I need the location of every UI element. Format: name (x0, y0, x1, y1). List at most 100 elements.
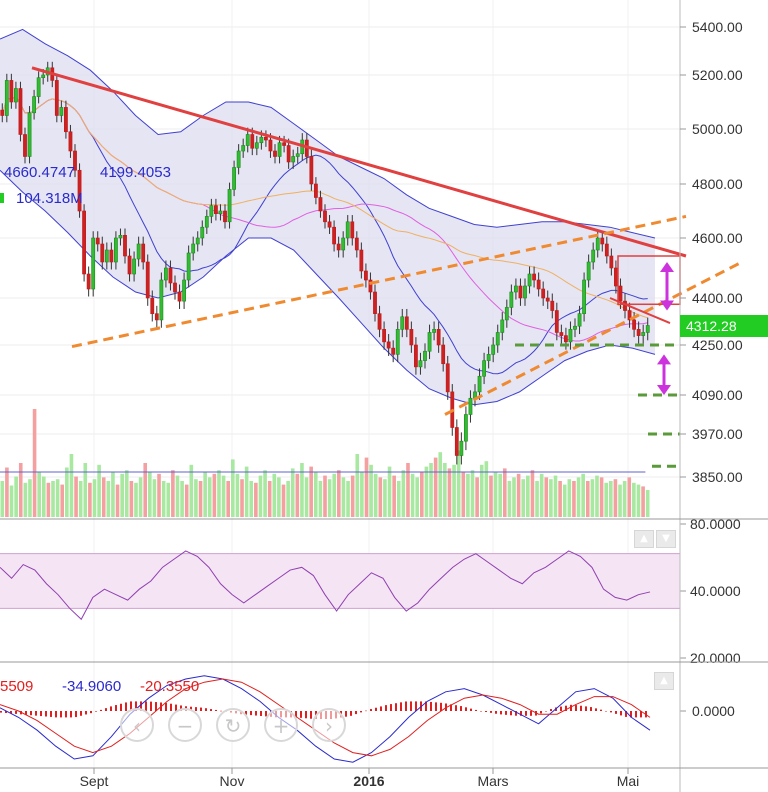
macd-histogram-bar (265, 711, 267, 717)
volume-bar (272, 473, 277, 517)
candle-body (268, 139, 273, 152)
scroll-right-button[interactable]: › (312, 708, 346, 742)
candle-body (409, 329, 414, 346)
macd-histogram-bar (380, 706, 382, 711)
zoom-in-button[interactable]: + (264, 708, 298, 742)
volume-bar (447, 468, 452, 517)
reset-button[interactable]: ↻ (216, 708, 250, 742)
rsi-line (0, 550, 651, 621)
candlesticks (0, 61, 650, 465)
candle-body (136, 243, 141, 260)
pane-move-up-button-macd[interactable]: ▲ (654, 672, 674, 690)
volume-bar (46, 482, 51, 517)
candle-body (573, 325, 577, 330)
volume-bar (254, 482, 258, 517)
macd-histogram-bar (100, 709, 102, 711)
macd-histogram-bar (600, 709, 602, 711)
macd-histogram-bar (525, 711, 527, 716)
volume-bar (32, 409, 37, 517)
macd-histogram-bar (360, 711, 362, 713)
volume-bar (595, 475, 599, 517)
candle-body (82, 210, 86, 275)
rsi-pane: 80.0000 40.0000 20.0000 (0, 516, 741, 666)
volume-bar (111, 472, 115, 517)
volume-bar (443, 463, 447, 517)
volume-bar (512, 477, 516, 517)
volume-bar (106, 481, 111, 517)
volume-bar (420, 472, 424, 517)
volume-bar (5, 467, 9, 517)
refresh-icon: ↻ (224, 714, 242, 738)
macd-histogram-bar (570, 704, 572, 711)
resistance-trendline (31, 66, 687, 258)
candle-body (254, 142, 259, 149)
macd-histogram-bar (60, 711, 62, 718)
candle-body (0, 109, 5, 116)
macd-histogram-bar (465, 707, 467, 711)
candle-body (400, 316, 405, 330)
volume-bar (466, 473, 470, 517)
price-tick-label: 5000.00 (692, 121, 743, 137)
candle-body (264, 136, 268, 141)
macd-histogram-bar (350, 711, 352, 716)
candle-body (332, 226, 336, 245)
candle-body (109, 249, 114, 263)
candle-body (291, 156, 296, 163)
volume-bar (180, 481, 184, 517)
pane-move-up-button[interactable]: ▲ (634, 530, 654, 548)
candle-body (23, 134, 27, 157)
chevron-right-icon: › (325, 714, 333, 738)
candle-body (318, 197, 323, 212)
volume-bar (475, 477, 479, 517)
macd-histogram-bar (50, 711, 52, 717)
candle-body (364, 270, 368, 281)
candle-body (582, 279, 586, 314)
volume-bar (286, 481, 290, 517)
volume-bar (396, 481, 401, 517)
candle-body (86, 273, 91, 290)
support-trendline (71, 214, 687, 349)
candle-body (545, 297, 550, 302)
scroll-left-button[interactable]: ‹ (120, 708, 154, 742)
volume-bar (502, 468, 507, 517)
price-tick-label: 5200.00 (692, 67, 743, 83)
macd-histogram-bar (450, 704, 452, 711)
macd-histogram-bar (75, 711, 77, 718)
candle-body (245, 134, 250, 146)
pane-move-down-button[interactable]: ▼ (656, 530, 676, 548)
volume-bar (632, 482, 636, 517)
macd-histogram-bar (145, 701, 147, 711)
candle-body (232, 167, 236, 190)
volume-bar (88, 482, 92, 517)
volume-bar (387, 466, 392, 517)
trendlines (31, 66, 743, 468)
volume-bar (309, 466, 313, 517)
zoom-out-button[interactable]: − (168, 708, 202, 742)
volume-bar (207, 477, 212, 517)
candle-body (191, 243, 196, 254)
volume-bar (350, 475, 355, 517)
macd-histogram-bar (245, 711, 247, 715)
macd-histogram-bar (150, 701, 152, 711)
candle-body (423, 350, 427, 361)
candle-body (132, 258, 136, 275)
candle-body (314, 183, 318, 198)
candle-body (223, 210, 227, 223)
current-price: 4312.28 (686, 318, 737, 334)
volume-bar (539, 473, 544, 517)
candle-body (77, 169, 82, 212)
candle-body (604, 243, 609, 257)
candle-body (509, 291, 514, 308)
volume-bar (263, 470, 267, 517)
candle-body (323, 210, 327, 223)
volume-bar (410, 473, 415, 517)
chevron-left-icon: ‹ (133, 714, 141, 738)
candle-body (559, 332, 564, 336)
volume-bar (493, 472, 498, 517)
candle-body (9, 80, 14, 103)
macd-histogram-bar (440, 702, 442, 711)
candle-body (286, 145, 291, 163)
candle-body (168, 267, 173, 284)
volume-bar (383, 479, 387, 517)
volume-bar (452, 464, 456, 517)
